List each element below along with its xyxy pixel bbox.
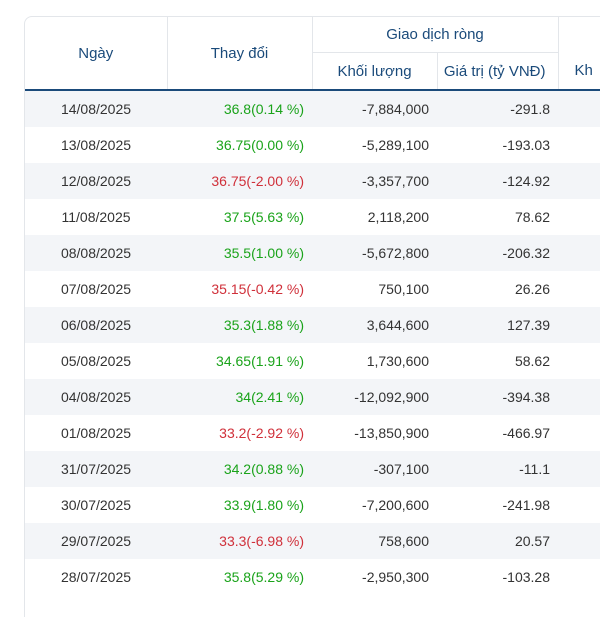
header-value[interactable]: Giá trị (tỷ VNĐ)	[437, 52, 559, 91]
cell-next	[558, 415, 600, 451]
table-row[interactable]: 31/07/2025 34.2(0.88 %) -307,100 -11.1	[25, 451, 600, 487]
cell-volume: -13,850,900	[354, 425, 429, 441]
cell-volume: 750,100	[378, 281, 429, 297]
cell-value: -103.28	[502, 569, 550, 585]
cell-value: -466.97	[502, 425, 550, 441]
cell-change: 36.8(0.14 %)	[167, 90, 312, 127]
cell-volume: -12,092,900	[312, 379, 437, 415]
net-trading-table: Ngày Thay đổi Giao dịch ròng Khối lượng …	[25, 17, 600, 595]
cell-date: 07/08/2025	[60, 281, 132, 297]
cell-next	[558, 523, 600, 559]
cell-change: 35.5(1.00 %)	[167, 235, 312, 271]
cell-next	[558, 343, 600, 379]
cell-next	[558, 163, 600, 199]
table-row[interactable]: 06/08/2025 35.3(1.88 %) 3,644,600 127.39	[25, 307, 600, 343]
table-row[interactable]: 12/08/2025 36.75(-2.00 %) -3,357,700 -124.9…	[25, 163, 600, 199]
cell-date: 13/08/2025	[60, 137, 132, 153]
cell-next	[558, 235, 600, 271]
cell-volume: -3,357,700	[312, 163, 437, 199]
header-change[interactable]: Thay đổi	[167, 17, 313, 91]
cell-volume: -2,950,300	[362, 569, 429, 585]
table-row[interactable]: 13/08/2025 36.75(0.00 %) -5,289,100 -193.03	[25, 127, 600, 163]
cell-next	[558, 127, 600, 163]
cell-value: -291.8	[437, 90, 558, 127]
header-net-trading-group: Giao dịch ròng	[312, 17, 559, 53]
cell-next	[558, 487, 600, 523]
cell-date: 04/08/2025	[25, 379, 167, 415]
cell-change: 37.5(5.63 %)	[223, 209, 304, 225]
trading-table-panel: Ngày Thay đổi Giao dịch ròng Khối lượng …	[24, 16, 600, 617]
cell-change: 34.65(1.91 %)	[216, 353, 304, 369]
table-row[interactable]: 01/08/2025 33.2(-2.92 %) -13,850,900 -466.9…	[25, 415, 600, 451]
table-row[interactable]: 07/08/2025 35.15(-0.42 %) 750,100 26.26	[25, 271, 600, 307]
cell-date: 06/08/2025	[25, 307, 167, 343]
cell-value: -11.1	[437, 451, 558, 487]
table-row[interactable]: 28/07/2025 35.8(5.29 %) -2,950,300 -103.28	[25, 559, 600, 595]
cell-change: 33.2(-2.92 %)	[219, 425, 304, 441]
cell-change: 35.8(5.29 %)	[223, 569, 304, 585]
table-row[interactable]: 04/08/2025 34(2.41 %) -12,092,900 -394.38	[25, 379, 600, 415]
cell-next	[558, 379, 600, 415]
cell-date: 14/08/2025	[25, 90, 167, 127]
cell-volume: 758,600	[312, 523, 437, 559]
header-date[interactable]: Ngày	[25, 17, 168, 91]
cell-next	[558, 307, 600, 343]
table-row[interactable]: 14/08/2025 36.8(0.14 %) -7,884,000 -291.8	[25, 90, 600, 127]
cell-change: 34.2(0.88 %)	[167, 451, 312, 487]
table-row[interactable]: 11/08/2025 37.5(5.63 %) 2,118,200 78.62	[25, 199, 600, 235]
cell-volume: -7,200,600	[362, 497, 429, 513]
cell-volume: -5,672,800	[312, 235, 437, 271]
cell-date: 01/08/2025	[60, 425, 132, 441]
cell-date: 28/07/2025	[60, 569, 132, 585]
cell-next	[558, 451, 600, 487]
cell-change: 35.15(-0.42 %)	[211, 281, 304, 297]
cell-volume: -7,884,000	[312, 90, 437, 127]
cell-date: 29/07/2025	[25, 523, 167, 559]
cell-value: -394.38	[437, 379, 558, 415]
cell-date: 12/08/2025	[25, 163, 167, 199]
cell-date: 05/08/2025	[60, 353, 132, 369]
cell-next	[558, 559, 600, 595]
table-row[interactable]: 30/07/2025 33.9(1.80 %) -7,200,600 -241.98	[25, 487, 600, 523]
table-row[interactable]: 29/07/2025 33.3(-6.98 %) 758,600 20.57	[25, 523, 600, 559]
cell-value: 127.39	[437, 307, 558, 343]
cell-value: 26.26	[514, 281, 550, 297]
cell-value: -206.32	[437, 235, 558, 271]
table-row[interactable]: 05/08/2025 34.65(1.91 %) 1,730,600 58.62	[25, 343, 600, 379]
cell-change: 34(2.41 %)	[167, 379, 312, 415]
cell-value: 78.62	[514, 209, 550, 225]
cell-change: 33.3(-6.98 %)	[167, 523, 312, 559]
cell-change: 35.3(1.88 %)	[167, 307, 312, 343]
cell-next	[558, 199, 600, 235]
cell-date: 11/08/2025	[61, 209, 131, 225]
cell-volume: -5,289,100	[362, 137, 429, 153]
cell-value: -193.03	[502, 137, 550, 153]
cell-value: 20.57	[437, 523, 558, 559]
cell-date: 30/07/2025	[60, 497, 132, 513]
cell-volume: 3,644,600	[312, 307, 437, 343]
header-next-sub[interactable]: Kh	[558, 52, 600, 91]
cell-change: 33.9(1.80 %)	[223, 497, 304, 513]
cell-change: 36.75(-2.00 %)	[167, 163, 312, 199]
header-next-group	[558, 17, 600, 53]
header-volume[interactable]: Khối lượng	[312, 52, 438, 91]
cell-change: 36.75(0.00 %)	[216, 137, 304, 153]
cell-volume: 1,730,600	[366, 353, 429, 369]
cell-date: 31/07/2025	[25, 451, 167, 487]
cell-next	[558, 90, 600, 127]
cell-date: 08/08/2025	[25, 235, 167, 271]
cell-value: -241.98	[502, 497, 550, 513]
table-row[interactable]: 08/08/2025 35.5(1.00 %) -5,672,800 -206.32	[25, 235, 600, 271]
cell-next	[558, 271, 600, 307]
cell-value: 58.62	[514, 353, 550, 369]
cell-volume: 2,118,200	[367, 209, 429, 225]
cell-volume: -307,100	[312, 451, 437, 487]
cell-value: -124.92	[437, 163, 558, 199]
